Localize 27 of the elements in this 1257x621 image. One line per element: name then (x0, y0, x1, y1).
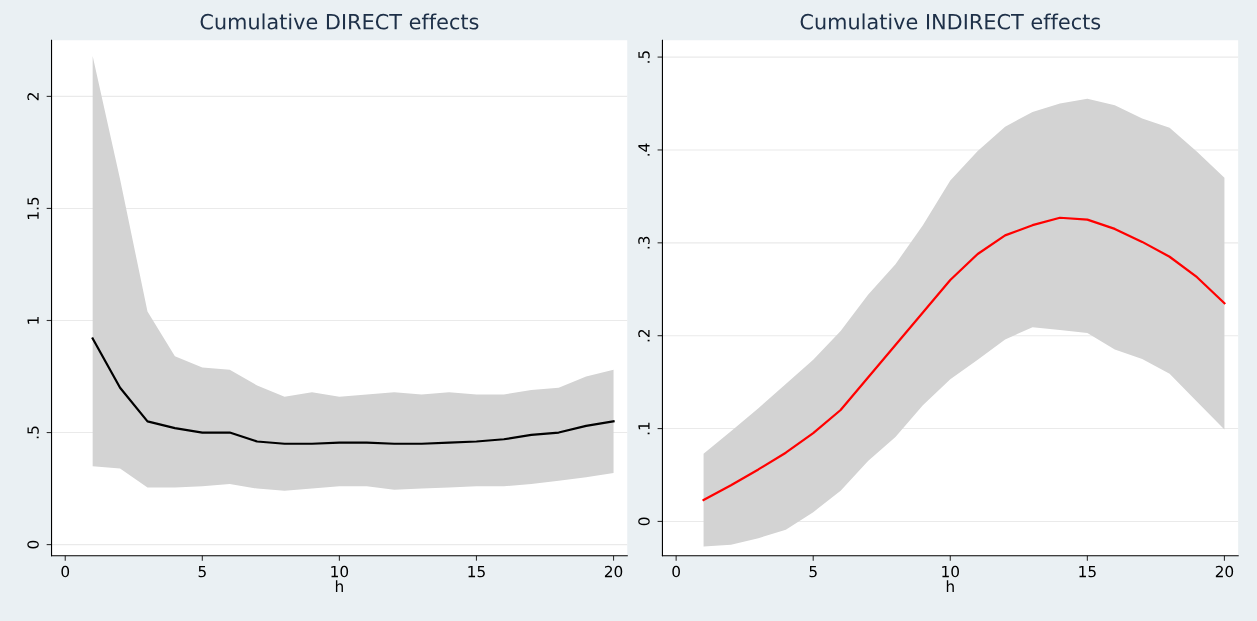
x-tick-label: 10 (942, 565, 959, 578)
y-tick-label: .5 (638, 51, 650, 63)
y-tick-label: .1 (638, 422, 650, 435)
y-tick-label: .3 (638, 236, 650, 249)
x-tick-label: 20 (604, 565, 623, 578)
y-tick-label: .4 (638, 143, 650, 156)
x-tick-label: 5 (809, 565, 817, 578)
x-tick-label: 15 (1079, 565, 1096, 578)
chart-title: Cumulative DIRECT effects (200, 13, 479, 30)
line-series (702, 216, 1226, 502)
y-tick-label: 0 (638, 517, 650, 526)
x-tick-label: 5 (198, 565, 206, 578)
x-axis-title: h (335, 580, 343, 592)
x-tick-label: 0 (672, 565, 680, 578)
y-tick-label: .5 (27, 426, 39, 439)
y-tick-label: 0 (27, 540, 39, 549)
y-tick-label: 2 (27, 93, 39, 101)
line-series (91, 337, 615, 445)
x-tick-label: 0 (61, 565, 70, 578)
y-tick-label: 1.5 (27, 197, 39, 219)
chart-title: Cumulative INDIRECT effects (800, 13, 1101, 30)
x-tick-label: 20 (1215, 565, 1234, 578)
y-tick-label: 1 (27, 317, 39, 324)
x-tick-label: 10 (331, 565, 349, 578)
y-tick-label: .2 (638, 329, 650, 342)
x-tick-label: 15 (468, 565, 485, 578)
x-axis-title: h (946, 580, 954, 592)
